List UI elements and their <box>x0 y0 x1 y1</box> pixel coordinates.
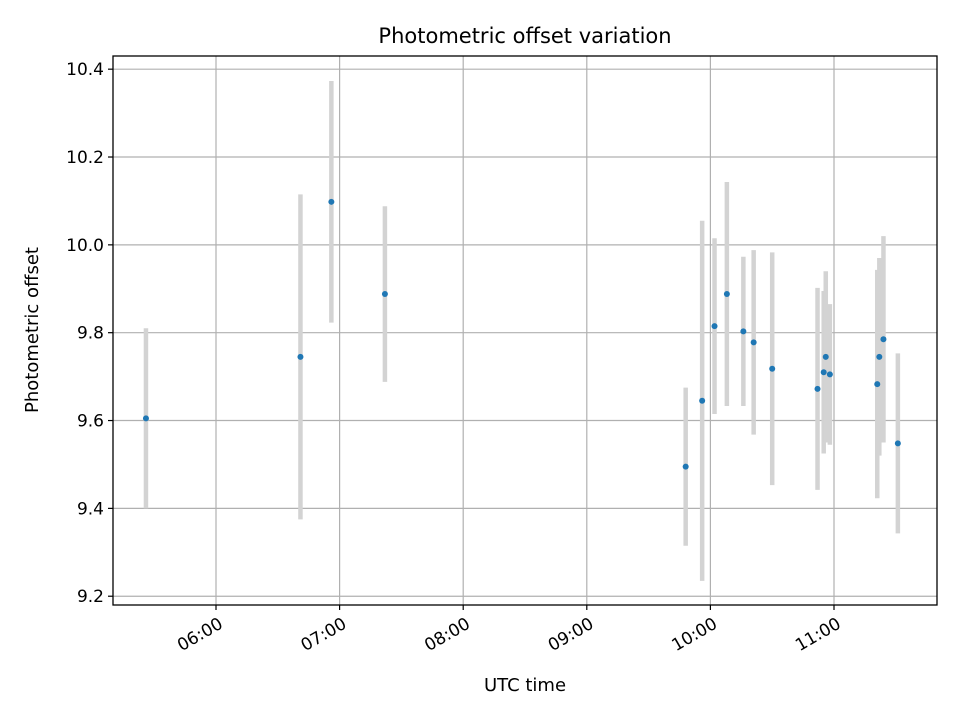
data-point <box>699 397 706 404</box>
data-point <box>826 371 833 378</box>
data-point <box>876 353 883 360</box>
data-point <box>328 198 335 205</box>
y-tick-label: 10.2 <box>66 148 104 168</box>
y-tick-label: 9.4 <box>77 499 104 519</box>
x-axis-label: UTC time <box>484 675 566 696</box>
data-point <box>880 336 887 343</box>
grid <box>113 56 937 605</box>
data-point <box>814 385 821 392</box>
y-tick-label: 9.8 <box>77 324 104 344</box>
data-point <box>894 440 901 447</box>
y-tick-label: 10.4 <box>66 60 104 80</box>
data-point <box>750 339 757 346</box>
data-point <box>142 415 149 422</box>
data-point <box>682 463 689 470</box>
data-point <box>711 323 718 330</box>
data-point <box>874 381 881 388</box>
plot-frame <box>112 55 938 606</box>
data-points <box>142 198 901 470</box>
y-tick-label: 9.2 <box>77 587 104 607</box>
data-point <box>769 365 776 372</box>
data-point <box>723 291 730 298</box>
data-point <box>820 369 827 376</box>
y-tick-label: 9.6 <box>77 412 104 432</box>
y-tick-label: 10.0 <box>66 236 104 256</box>
data-point <box>297 353 304 360</box>
data-point <box>381 291 388 298</box>
data-point <box>740 328 747 335</box>
y-axis-ticks: 9.2 9.4 9.6 9.8 10.0 10.2 10.4 <box>66 60 113 607</box>
chart-title: Photometric offset variation <box>378 24 671 48</box>
y-axis-label: Photometric offset <box>22 247 43 413</box>
data-point <box>822 353 829 360</box>
